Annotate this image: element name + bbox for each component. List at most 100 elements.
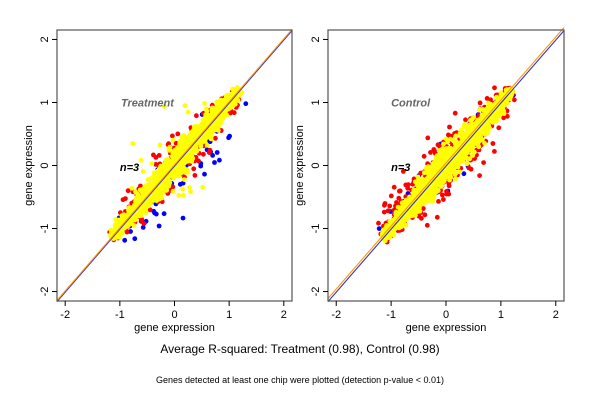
- data-point-yellow: [150, 183, 155, 189]
- data-point-yellow-outliers: [218, 97, 224, 103]
- data-point-red: [490, 141, 496, 146]
- data-point-yellow: [408, 211, 413, 217]
- data-point-yellow: [184, 167, 190, 173]
- data-point-yellow: [401, 200, 407, 205]
- data-point-yellow-outliers: [230, 86, 236, 92]
- data-point-yellow: [464, 161, 470, 167]
- y-axis-title-control: gene expression: [294, 125, 306, 206]
- data-point-red: [477, 100, 483, 106]
- data-point-yellow-outliers: [181, 177, 187, 183]
- data-point-red: [388, 193, 394, 199]
- x-tick-label: 0: [443, 309, 449, 321]
- x-tick-label: 1: [226, 309, 232, 321]
- data-point-yellow: [457, 146, 463, 152]
- y-axis-title-treatment: gene expression: [23, 125, 35, 206]
- data-point-yellow: [170, 188, 176, 194]
- data-point-yellow: [166, 146, 172, 151]
- data-point-yellow: [204, 142, 210, 148]
- data-point-yellow: [472, 137, 478, 143]
- data-point-yellow: [415, 174, 421, 180]
- data-point-yellow: [438, 150, 444, 156]
- data-point-yellow: [145, 177, 151, 183]
- panel-title-treatment: Treatment: [121, 97, 175, 109]
- data-point-yellow: [450, 150, 456, 156]
- data-point-yellow: [427, 191, 433, 196]
- x-axis-title-control: gene expression: [406, 322, 487, 334]
- n-annotation-treatment: n=3: [120, 162, 139, 174]
- data-point-yellow: [464, 132, 469, 137]
- data-point-yellow: [139, 209, 145, 214]
- data-point-blue: [122, 237, 128, 243]
- x-tick-label: -1: [115, 309, 125, 321]
- data-point-blue: [202, 171, 207, 177]
- data-point-red: [213, 135, 218, 141]
- data-point-yellow: [193, 146, 199, 152]
- caption-detection-note: Genes detected at least one chip were pl…: [156, 375, 444, 385]
- data-point-yellow: [470, 116, 475, 122]
- data-point-red: [191, 166, 197, 172]
- data-point-yellow: [500, 102, 505, 108]
- data-point-yellow: [215, 122, 221, 128]
- reference-line-fit: [56, 29, 293, 301]
- data-point-yellow: [438, 184, 444, 189]
- data-point-yellow: [413, 207, 418, 213]
- data-point-yellow-outliers: [229, 102, 235, 108]
- panel-treatment: -2 -1 0 1 2 -2 -1 0 1 2 gene expression gene exp…: [23, 29, 293, 334]
- data-point-yellow-outliers: [140, 169, 146, 174]
- data-point-red: [192, 173, 198, 178]
- data-point-yellow: [200, 125, 206, 131]
- data-point-red: [504, 113, 510, 119]
- data-point-yellow-outliers: [239, 90, 245, 95]
- data-point-red: [396, 195, 402, 201]
- data-point-red: [447, 124, 452, 130]
- data-point-red: [123, 196, 128, 202]
- data-point-red: [496, 125, 502, 131]
- data-point-yellow-outliers: [182, 134, 187, 140]
- y-tick-label: -1: [310, 224, 322, 234]
- data-point-yellow-outliers: [155, 169, 161, 175]
- data-point-red: [405, 182, 411, 188]
- data-point-yellow: [449, 160, 455, 166]
- data-point-red: [400, 169, 406, 174]
- data-point-yellow: [476, 139, 482, 144]
- data-point-yellow-outliers: [202, 101, 207, 106]
- data-point-red: [382, 202, 387, 208]
- data-point-yellow: [391, 232, 396, 238]
- data-point-yellow-outliers: [203, 106, 209, 112]
- data-point-yellow: [133, 189, 138, 195]
- data-point-yellow: [477, 107, 483, 112]
- data-point-red: [420, 206, 426, 211]
- data-point-yellow: [160, 190, 166, 196]
- data-point-red: [381, 209, 387, 215]
- data-point-red: [441, 197, 446, 202]
- data-point-yellow: [140, 189, 146, 194]
- data-point-yellow: [403, 222, 409, 228]
- data-point-blue: [132, 236, 138, 242]
- data-point-yellow-outliers: [180, 186, 186, 192]
- reference-line-identity: [327, 30, 565, 302]
- x-tick-label: -2: [331, 309, 341, 321]
- data-point-yellow-outliers: [129, 185, 135, 191]
- data-point-red: [446, 183, 452, 189]
- x-tick-label: 2: [281, 309, 287, 321]
- data-point-yellow: [454, 162, 459, 168]
- data-point-yellow: [434, 165, 440, 171]
- data-point-yellow: [439, 157, 444, 163]
- data-point-red: [424, 222, 430, 228]
- data-point-yellow: [150, 175, 156, 181]
- reference-lines-treatment: [56, 29, 293, 302]
- y-tick-label: 0: [39, 162, 51, 168]
- data-point-yellow: [494, 118, 500, 124]
- data-point-yellow: [159, 195, 165, 201]
- data-point-blue: [212, 160, 217, 165]
- data-point-blue: [156, 223, 162, 229]
- data-point-red: [501, 115, 506, 121]
- data-point-red: [481, 160, 486, 166]
- data-point-yellow-outliers: [182, 103, 188, 109]
- data-point-yellow: [441, 141, 446, 147]
- x-tick-label: 2: [553, 309, 559, 321]
- x-tick-label: 0: [171, 309, 177, 321]
- data-point-yellow: [202, 120, 208, 126]
- data-point-yellow: [482, 140, 487, 146]
